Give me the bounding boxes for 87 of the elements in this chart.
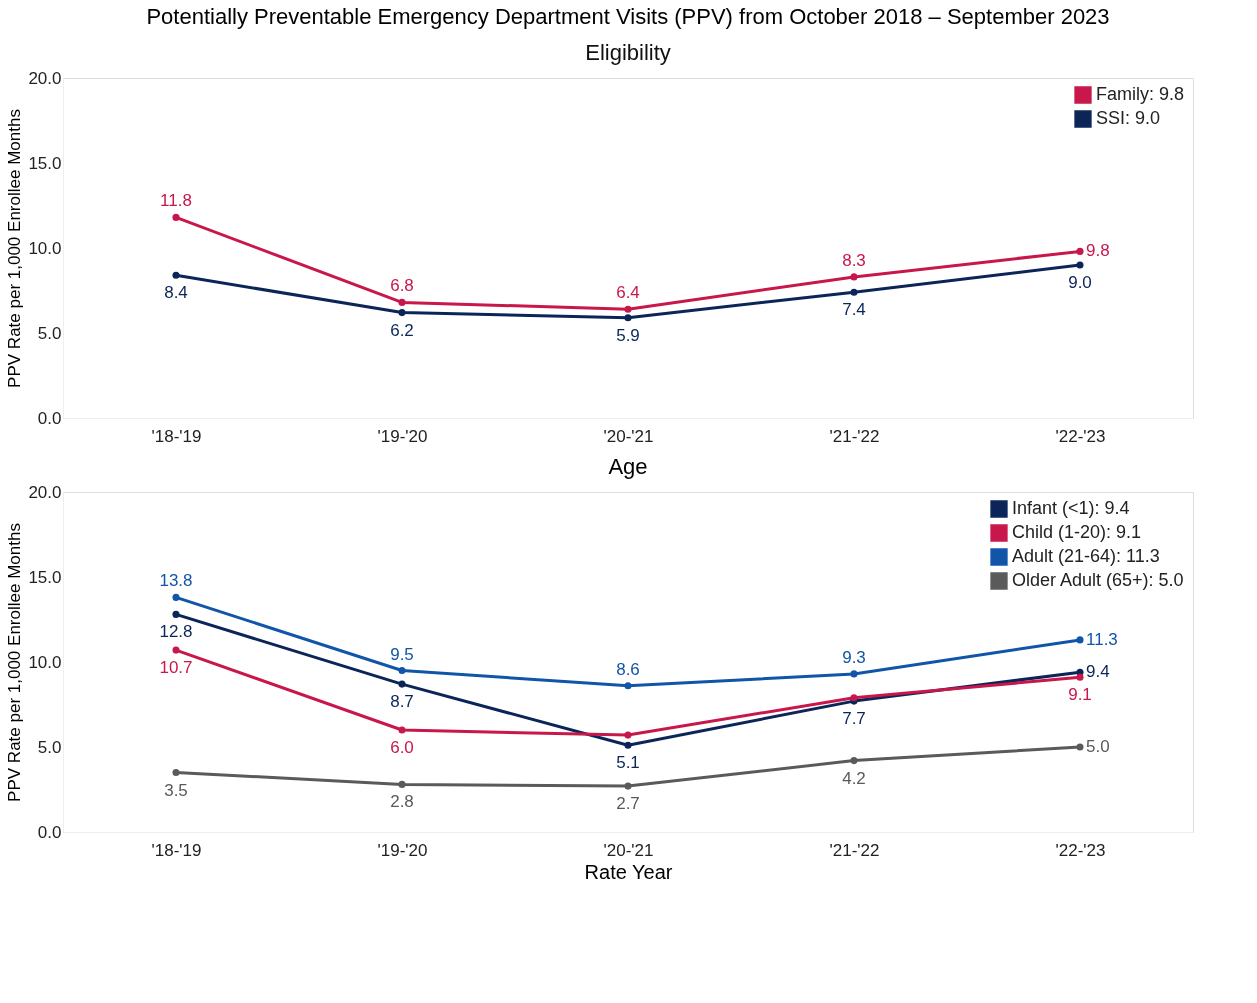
- y-tick-label: 0.0: [37, 408, 62, 428]
- legend-label: Adult (21-64): 11.3: [1012, 546, 1160, 566]
- data-label: 8.6: [616, 659, 640, 679]
- data-label: 6.0: [390, 738, 414, 757]
- y-axis-title: PPV Rate per 1,000 Enrollee Months: [5, 109, 25, 388]
- data-label: 8.3: [842, 250, 866, 270]
- point: [624, 782, 632, 790]
- point: [398, 666, 406, 675]
- point: [624, 741, 632, 749]
- legend-label: Family: 9.8: [1096, 84, 1185, 104]
- point: [398, 726, 406, 734]
- point: [172, 646, 180, 654]
- legend-label: Older Adult (65+): 5.0: [1012, 570, 1184, 590]
- data-label: 11.3: [1086, 629, 1118, 649]
- point: [1076, 673, 1084, 681]
- point: [624, 314, 632, 322]
- data-label: 6.4: [616, 283, 640, 303]
- data-label: 8.7: [390, 692, 414, 712]
- data-label: 5.0: [1086, 737, 1110, 756]
- point: [1076, 261, 1084, 269]
- y-tick-label: 20.0: [28, 68, 62, 88]
- x-tick-label: '18-'19: [151, 840, 202, 860]
- legend-label: Infant (<1): 9.4: [1012, 498, 1130, 518]
- data-label: 4.2: [842, 768, 866, 788]
- y-tick-label: 0.0: [37, 822, 62, 842]
- y-tick-label: 15.0: [28, 153, 62, 173]
- data-label: 8.4: [164, 283, 188, 303]
- point: [1076, 636, 1084, 644]
- y-tick-label: 10.0: [28, 652, 62, 672]
- point: [624, 731, 632, 739]
- data-label: 2.7: [616, 794, 640, 814]
- data-label: 9.4: [1086, 662, 1110, 682]
- point: [398, 298, 406, 306]
- chart-title: Age: [608, 454, 648, 479]
- point: [398, 680, 406, 688]
- x-tick-label: '18-'19: [151, 426, 202, 446]
- x-tick-label: '19-'20: [377, 840, 428, 860]
- x-tick-label: '22-'23: [1055, 840, 1106, 860]
- y-tick-label: 10.0: [28, 238, 62, 258]
- data-label: 9.0: [1068, 273, 1092, 292]
- data-label: 6.2: [390, 320, 414, 340]
- y-tick-label: 15.0: [28, 567, 62, 587]
- x-tick-label: '22-'23: [1055, 426, 1106, 446]
- point: [1076, 743, 1084, 751]
- x-tick-label: '21-'22: [829, 426, 880, 446]
- point: [172, 593, 180, 601]
- data-label: 6.8: [390, 276, 414, 296]
- x-tick-label: '20-'21: [603, 840, 654, 860]
- data-label: 5.9: [616, 325, 640, 345]
- point: [850, 273, 858, 281]
- data-label: 9.5: [390, 644, 414, 664]
- legend-label: Child (1-20): 9.1: [1012, 522, 1142, 542]
- data-label: 9.3: [842, 647, 866, 667]
- legend-label: SSI: 9.0: [1096, 108, 1161, 128]
- point: [850, 670, 858, 678]
- data-label: 7.4: [842, 300, 866, 320]
- chart-subtitle: Eligibility: [585, 40, 671, 65]
- x-tick-label: '19-'20: [377, 426, 428, 446]
- point: [398, 780, 406, 788]
- chart-title: Potentially Preventable Emergency Department Visits (PPV) from October 2018 – September 2023: [146, 4, 1110, 29]
- point: [1076, 247, 1084, 255]
- y-tick-label: 20.0: [28, 482, 62, 502]
- point: [172, 768, 180, 777]
- x-tick-label: '21-'22: [829, 840, 880, 860]
- y-tick-label: 5.0: [37, 737, 62, 757]
- y-tick-label: 5.0: [37, 323, 62, 343]
- data-label: 12.8: [159, 622, 193, 642]
- x-tick-label: '20-'21: [603, 426, 654, 446]
- data-label: 5.1: [616, 753, 640, 773]
- point: [624, 682, 632, 690]
- data-label: 10.7: [159, 658, 193, 678]
- point: [172, 271, 180, 279]
- point: [850, 288, 858, 296]
- data-label: 9.8: [1086, 241, 1110, 261]
- data-label: 2.8: [390, 792, 414, 812]
- point: [850, 757, 858, 765]
- data-label: 9.1: [1068, 685, 1092, 705]
- data-label: 13.8: [159, 571, 193, 591]
- data-label: 11.8: [160, 191, 192, 211]
- data-label: 7.7: [842, 709, 866, 729]
- data-label: 3.5: [164, 780, 188, 800]
- point: [172, 213, 180, 221]
- y-axis-title: PPV Rate per 1,000 Enrollee Months: [5, 523, 25, 802]
- point: [398, 309, 406, 317]
- point: [624, 305, 632, 313]
- point: [172, 610, 180, 618]
- x-axis-title: Rate Year: [584, 860, 673, 883]
